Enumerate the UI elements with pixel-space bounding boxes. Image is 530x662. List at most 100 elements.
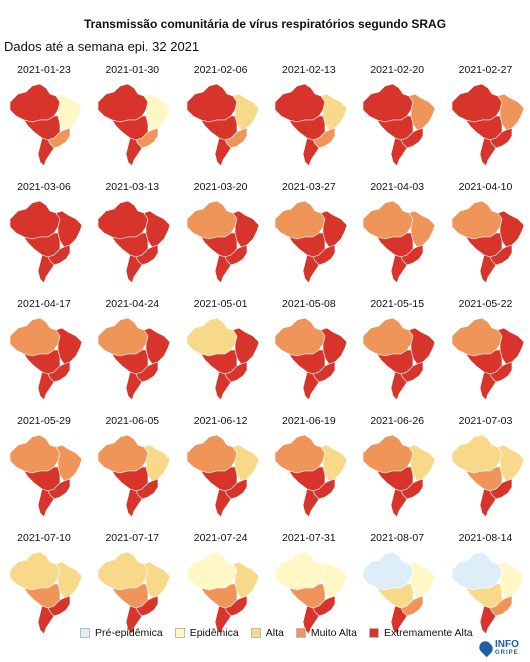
- region-northeast: [408, 561, 436, 599]
- region-center: [111, 115, 149, 141]
- panel-date: 2021-04-03: [370, 181, 425, 193]
- region-center: [376, 349, 414, 375]
- region-north: [186, 434, 237, 474]
- region-center: [464, 115, 502, 141]
- legend: Pré-epidêmica Epidêmica Alta Muito Alta Extr…: [80, 627, 485, 639]
- panel-date: 2021-08-07: [370, 532, 425, 544]
- brazil-map: [97, 551, 171, 635]
- map-panel: 2021-08-14: [442, 528, 530, 646]
- region-center: [199, 232, 237, 258]
- region-northeast: [320, 93, 348, 131]
- brazil-map: [362, 317, 436, 401]
- region-northeast: [497, 93, 524, 131]
- region-northeast: [320, 444, 348, 482]
- region-south: [479, 254, 496, 284]
- map-panel: 2021-05-29: [0, 411, 88, 529]
- panel-date: 2021-04-24: [105, 298, 160, 310]
- region-south: [37, 254, 55, 284]
- map-panel: 2021-06-26: [353, 411, 441, 529]
- panel-date: 2021-03-13: [105, 181, 160, 193]
- region-south: [37, 371, 55, 401]
- panel-date: 2021-07-17: [105, 532, 160, 544]
- panel-date: 2021-07-10: [17, 532, 71, 544]
- panel-date: 2021-05-15: [370, 298, 425, 310]
- panel-date: 2021-07-03: [458, 415, 513, 427]
- region-south: [390, 605, 408, 635]
- panel-date: 2021-07-31: [282, 532, 336, 544]
- map-panel: 2021-03-13: [88, 177, 176, 295]
- region-north: [274, 317, 326, 357]
- region-south: [125, 488, 143, 518]
- map-panel: 2021-04-10: [442, 177, 530, 295]
- region-north: [9, 434, 61, 474]
- region-northeast: [232, 561, 259, 599]
- brazil-map: [9, 551, 83, 635]
- region-northeast: [408, 93, 436, 131]
- brazil-map: [97, 434, 171, 518]
- map-panel: 2021-04-24: [88, 294, 176, 412]
- brazil-map: [186, 200, 259, 284]
- region-center: [376, 115, 414, 141]
- brazil-map: [274, 551, 348, 635]
- map-panel: 2021-07-17: [88, 528, 176, 646]
- region-center: [111, 583, 149, 609]
- region-north: [451, 434, 502, 474]
- legend-item: Pré-epidêmica: [80, 627, 163, 639]
- region-south: [302, 137, 320, 167]
- region-center: [199, 466, 237, 492]
- region-center: [23, 115, 61, 141]
- region-northeast: [55, 327, 83, 365]
- legend-item: Extremamente Alta: [368, 627, 473, 639]
- map-panel: 2021-07-24: [177, 528, 265, 646]
- region-center: [288, 349, 326, 375]
- region-center: [111, 466, 149, 492]
- map-panel: 2021-07-03: [442, 411, 530, 529]
- region-south: [214, 488, 231, 518]
- region-south: [37, 605, 55, 635]
- panel-date: 2021-03-27: [282, 181, 336, 193]
- legend-label: Epidêmica: [189, 627, 239, 639]
- region-north: [186, 317, 237, 357]
- panel-date: 2021-06-12: [193, 415, 248, 427]
- region-center: [464, 232, 502, 258]
- region-northeast: [55, 210, 83, 248]
- region-northeast: [143, 93, 171, 131]
- legend-swatch: [295, 628, 306, 638]
- map-panel: 2021-05-08: [265, 294, 353, 412]
- brazil-map: [274, 83, 348, 167]
- region-north: [274, 200, 326, 240]
- region-south: [302, 371, 320, 401]
- region-northeast: [408, 327, 436, 365]
- region-north: [97, 83, 149, 123]
- legend-item: Epidêmica: [174, 627, 239, 639]
- region-south: [37, 488, 55, 518]
- region-north: [362, 434, 414, 474]
- region-south: [479, 137, 496, 167]
- region-south: [125, 254, 143, 284]
- region-center: [376, 583, 414, 609]
- region-north: [274, 551, 326, 591]
- region-north: [451, 200, 502, 240]
- legend-label: Pré-epidêmica: [95, 627, 163, 639]
- region-northeast: [143, 561, 171, 599]
- panel-date: 2021-06-26: [370, 415, 425, 427]
- region-northeast: [143, 327, 171, 365]
- brazil-map: [186, 551, 259, 635]
- region-north: [9, 317, 61, 357]
- region-northeast: [408, 444, 436, 482]
- map-panel: 2021-02-27: [442, 60, 530, 178]
- region-south: [214, 605, 231, 635]
- region-northeast: [320, 561, 348, 599]
- logo-line1: INFO: [495, 639, 519, 650]
- region-center: [376, 466, 414, 492]
- chart-title: Transmissão comunitária de vírus respira…: [83, 17, 447, 31]
- brazil-map: [186, 317, 259, 401]
- region-south: [302, 254, 320, 284]
- brazil-map: [186, 83, 259, 167]
- region-center: [464, 583, 502, 609]
- brazil-map: [362, 83, 436, 167]
- map-panel: 2021-03-27: [265, 177, 353, 295]
- region-south: [125, 371, 143, 401]
- legend-label: Alta: [265, 627, 284, 639]
- region-center: [23, 232, 61, 258]
